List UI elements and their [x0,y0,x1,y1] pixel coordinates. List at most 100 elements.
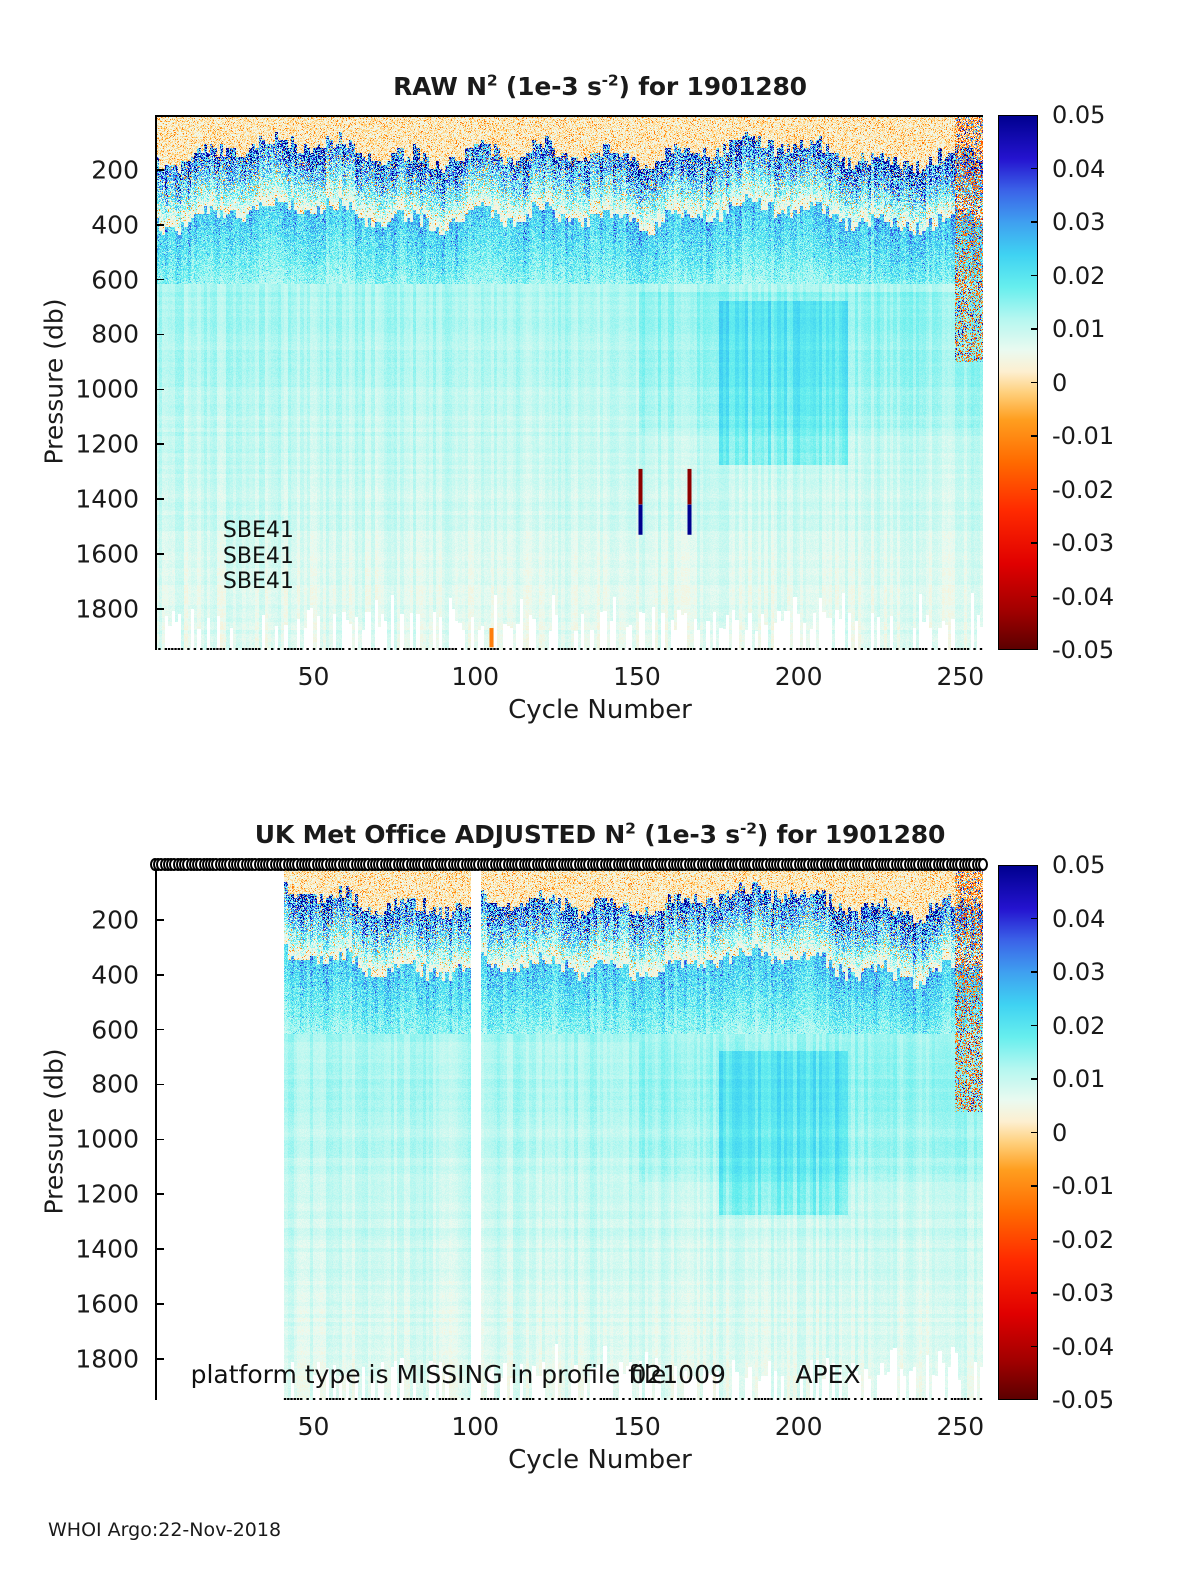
colorbar-tick-mark [1031,274,1038,277]
colorbar-tick-label: 0 [1052,368,1068,397]
y-tick-label: 600 [91,265,139,295]
colorbar-tick-mark [1031,1185,1038,1187]
y-tick-mark [155,919,164,921]
y-tick-label: 1400 [75,484,139,514]
panel-raw-title-suffix: ) for 1901280 [618,72,807,101]
colorbar-tick-mark [1031,221,1038,223]
plot-annotation: APEX [795,1359,861,1389]
y-tick-label: 600 [91,1015,139,1045]
colorbar-tick-mark [1031,488,1038,491]
y-tick-mark [155,1193,164,1196]
colorbar-tick-label: 0.05 [1052,851,1106,879]
colorbar-tick-label: -0.03 [1052,529,1115,557]
y-tick-label: 1800 [75,1344,139,1374]
colorbar-tick-label: 0.01 [1052,315,1106,343]
x-tick-label: 250 [936,1412,985,1441]
figure-footer: WHOI Argo:22-Nov-2018 [48,1519,282,1541]
adjusted-plot-area[interactable] [155,865,983,1400]
plot-annotation: platform type is MISSING in profile file [190,1359,667,1389]
adjusted-axis-frame-left [155,865,157,1400]
raw-plot-area[interactable] [155,115,983,650]
y-tick-label: 1200 [75,429,139,459]
colorbar-tick-mark [1031,1238,1038,1241]
y-tick-mark [155,498,164,500]
colorbar-tick-label: 0.05 [1052,101,1106,129]
y-tick-mark [155,1028,164,1031]
colorbar-tick-label: 0.04 [1052,154,1106,183]
panel-adjusted-title-mid: (1e-3 s [635,820,740,849]
x-tick-label: 200 [774,1412,823,1441]
x-tick-label: 50 [297,662,330,691]
panel-raw: RAW N2 (1e-3 s-2) for 1901280 200 400 600 8… [0,0,1200,760]
colorbar-tick-mark [1031,381,1038,384]
y-tick-mark [155,443,164,446]
x-tick-label: 250 [936,662,985,691]
raw-axis-frame-left [155,115,157,650]
y-tick-mark [155,223,164,226]
qc-flag-marker [978,858,988,871]
colorbar-tick-mark [1031,435,1038,437]
y-tick-mark [155,1138,164,1141]
panel-adjusted-title-exponent-2: -2 [739,819,757,838]
adjusted-axis-label-x: Cycle Number [508,1445,692,1475]
y-tick-label: 400 [91,960,139,990]
colorbar-tick-label: -0.05 [1052,1386,1115,1414]
y-tick-mark [155,169,164,171]
colorbar-tick-mark [1031,595,1038,598]
y-tick-label: 1200 [75,1179,139,1209]
y-tick-label: 1600 [75,539,139,569]
y-tick-label: 200 [91,905,139,935]
colorbar-tick-label: -0.01 [1052,1172,1115,1200]
colorbar-tick-mark [1031,917,1038,920]
panel-adjusted: UK Met Office ADJUSTED N2 (1e-3 s-2) for… [0,760,1200,1520]
colorbar-tick-label: 0 [1052,1118,1068,1147]
y-tick-mark [155,1303,164,1305]
colorbar-tick-label: -0.04 [1052,1332,1115,1361]
colorbar-tick-mark [1031,1024,1038,1027]
colorbar-tick-mark [1031,167,1038,170]
panel-adjusted-title-exponent: 2 [625,819,636,838]
y-tick-label: 1600 [75,1289,139,1319]
y-tick-label: 1000 [75,1124,139,1154]
colorbar-tick-label: 0.01 [1052,1065,1106,1093]
colorbar-tick-label: 0.02 [1052,1011,1106,1040]
colorbar-tick-label: -0.05 [1052,636,1115,664]
plot-annotation: SBE41 [222,544,294,570]
x-tick-label: 150 [613,1412,661,1441]
y-tick-mark [155,388,164,391]
y-tick-label: 1000 [75,374,139,404]
colorbar-tick-label: 0.03 [1052,208,1106,236]
colorbar-tick-mark [1031,971,1038,973]
y-tick-label: 400 [91,210,139,240]
y-tick-mark [155,278,164,281]
plot-annotation: SBE41 [222,518,294,544]
panel-adjusted-title-prefix: UK Met Office ADJUSTED N [254,820,626,849]
panel-raw-title-exponent-2: -2 [601,71,619,90]
colorbar-tick-label: 0.04 [1052,904,1106,933]
y-tick-mark [155,333,164,336]
panel-adjusted-title: UK Met Office ADJUSTED N2 (1e-3 s-2) for… [0,820,1200,849]
y-tick-mark [155,1358,164,1360]
y-tick-mark [155,553,164,555]
y-tick-mark [155,608,164,610]
y-tick-mark [155,1248,164,1250]
raw-heatmap [155,115,983,650]
x-tick-label: 100 [451,1412,500,1441]
panel-raw-title-prefix: RAW N [393,72,487,101]
y-tick-mark [155,973,164,976]
raw-axis-frame-top [155,115,983,117]
x-tick-label: 50 [297,1412,330,1441]
colorbar-tick-label: -0.04 [1052,582,1115,611]
colorbar-tick-label: -0.03 [1052,1279,1115,1307]
y-tick-label: 1800 [75,594,139,624]
raw-axis-label-y: Pressure (db) [39,298,69,464]
panel-raw-title-exponent: 2 [486,71,498,90]
colorbar-tick-label: 0.03 [1052,958,1106,986]
colorbar-tick-mark [1031,1345,1038,1348]
colorbar-tick-mark [1031,328,1038,330]
colorbar-tick-label: -0.02 [1052,1225,1115,1254]
x-tick-label: 200 [774,662,823,691]
colorbar-tick-mark [1031,542,1038,544]
raw-axis-label-x: Cycle Number [508,695,692,725]
adjusted-qc-marker-row [150,858,988,873]
